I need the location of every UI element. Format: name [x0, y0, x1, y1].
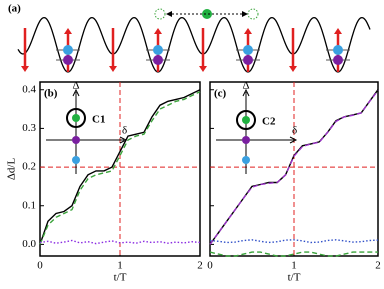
- spin-up-head: [64, 28, 72, 34]
- atom: [333, 55, 343, 65]
- x-tick-label: 2: [375, 260, 381, 272]
- atom: [202, 9, 212, 19]
- atom: [153, 55, 163, 65]
- series-line: [39, 239, 201, 245]
- atom: [333, 45, 343, 55]
- x-tick-label: 1: [291, 260, 297, 272]
- x-tick-label: 2: [197, 260, 203, 272]
- inset-label: C2: [262, 116, 276, 128]
- y-tick-label: 0.0: [22, 238, 36, 250]
- y-tick-label: 0.3: [22, 122, 36, 134]
- atom: [153, 45, 163, 55]
- series-line: [39, 89, 201, 245]
- panel-label: (c): [214, 88, 227, 100]
- inset-dot: [242, 136, 250, 144]
- y-axis-label: Δd/L: [6, 158, 18, 181]
- inset-head: [72, 88, 80, 97]
- hop-head: [166, 11, 172, 17]
- site: [247, 8, 259, 20]
- spin-up-head: [154, 28, 162, 34]
- x-tick-label: 1: [117, 260, 123, 272]
- schematic: [17, 8, 371, 73]
- series-line: [209, 251, 378, 257]
- inset-loop: [236, 110, 256, 130]
- y-tick-label: 0.2: [22, 161, 36, 173]
- inset-v-label: Δ: [242, 80, 249, 92]
- inset-head: [119, 136, 128, 144]
- series-line: [209, 239, 379, 244]
- inset-head: [242, 88, 250, 97]
- site: [154, 8, 166, 20]
- x-axis-label: t/T: [288, 272, 301, 284]
- spin-down-head: [289, 66, 297, 72]
- inset-dot: [242, 116, 250, 124]
- atom: [63, 45, 73, 55]
- y-tick-label: 0.1: [22, 199, 36, 211]
- inset-h-label: δ: [292, 125, 297, 137]
- spin-down-head: [21, 66, 29, 72]
- inset-dot: [72, 156, 80, 164]
- atom: [63, 55, 73, 65]
- inset-dot: [72, 114, 80, 122]
- x-axis-label: t/T: [114, 272, 127, 284]
- x-tick-label: 0: [207, 260, 213, 272]
- inset-v-label: Δ: [72, 80, 79, 92]
- inset-loop: [66, 108, 86, 128]
- inset-dot: [242, 156, 250, 164]
- spin-up-head: [244, 28, 252, 34]
- x-tick-label: 0: [37, 260, 43, 272]
- atom: [243, 45, 253, 55]
- spin-down-head: [199, 66, 207, 72]
- spin-up-head: [334, 28, 342, 34]
- atom: [243, 55, 253, 65]
- inset-h-label: δ: [122, 125, 127, 137]
- potential-curve: [17, 16, 371, 73]
- series-line: [39, 91, 201, 245]
- y-tick-label: 0.4: [22, 83, 36, 95]
- hop-head: [242, 11, 248, 17]
- spin-down-head: [109, 66, 117, 72]
- inset-label: C1: [92, 114, 105, 126]
- series-line: [209, 90, 379, 245]
- inset-dot: [72, 136, 80, 144]
- panel-label: (b): [44, 88, 58, 100]
- inset-head: [289, 136, 298, 144]
- panel-label: (a): [8, 3, 21, 15]
